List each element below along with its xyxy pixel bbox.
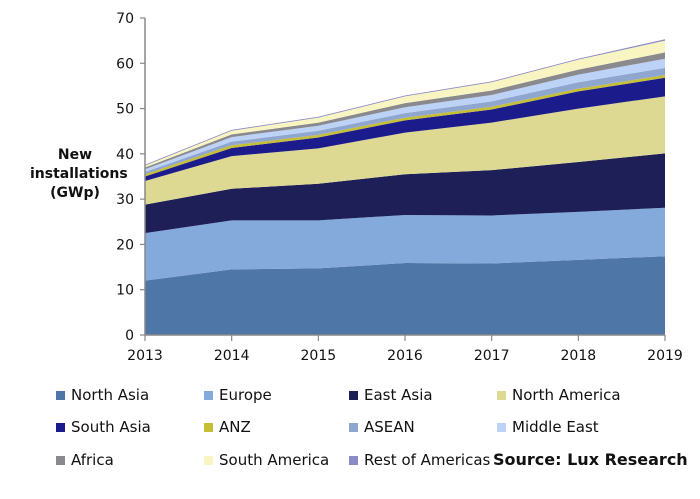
legend-item: ASEAN xyxy=(349,417,415,437)
x-tick-label: 2019 xyxy=(647,348,683,364)
legend-item: North America xyxy=(497,385,621,405)
legend-swatch xyxy=(204,455,213,465)
legend-swatch xyxy=(497,390,506,400)
legend-swatch xyxy=(204,390,213,400)
source-text: Lux Research xyxy=(561,450,688,469)
legend-label: South Asia xyxy=(71,418,151,436)
area-series-anz xyxy=(145,75,665,177)
area-series-east-asia xyxy=(145,153,665,234)
legend-label: East Asia xyxy=(364,386,433,404)
legend-label: ANZ xyxy=(219,418,251,436)
y-tick-label: 40 xyxy=(116,147,134,163)
legend-item: Middle East xyxy=(497,417,599,437)
legend-swatch xyxy=(56,422,65,432)
y-tick-label: 10 xyxy=(116,283,134,299)
legend-swatch xyxy=(56,390,65,400)
y-axis-label: New installations (GWp) xyxy=(30,147,128,201)
source-label: Source: xyxy=(493,450,562,469)
y-tick-label: 60 xyxy=(116,56,134,72)
legend-label: North Asia xyxy=(71,386,150,404)
area-series-north-america xyxy=(145,96,665,205)
legend-item: ANZ xyxy=(204,417,251,437)
legend-item: Africa xyxy=(56,450,114,470)
area-series-africa xyxy=(145,52,665,170)
x-tick-label: 2016 xyxy=(387,348,423,364)
legend-label: North America xyxy=(512,386,621,404)
x-tick-label: 2018 xyxy=(561,348,597,364)
area-series-middle-east xyxy=(145,58,665,172)
legend-label: South America xyxy=(219,451,330,469)
legend-swatch xyxy=(349,455,358,465)
legend-swatch xyxy=(56,455,65,465)
y-tick-label: 50 xyxy=(116,102,134,118)
legend-label: Africa xyxy=(71,451,114,469)
y-tick-label: 0 xyxy=(125,328,134,344)
y-tick-label: 70 xyxy=(116,11,134,27)
x-tick-label: 2015 xyxy=(301,348,337,364)
legend-swatch xyxy=(349,422,358,432)
x-tick-label: 2014 xyxy=(214,348,250,364)
legend-label: Europe xyxy=(219,386,272,404)
legend-item: Europe xyxy=(204,385,272,405)
area-series-south-america xyxy=(145,40,665,168)
area-series-asean xyxy=(145,67,665,175)
legend-label: Rest of Americas xyxy=(364,451,491,469)
legend-item: East Asia xyxy=(349,385,433,405)
legend-swatch xyxy=(204,422,213,432)
y-tick-label: 30 xyxy=(116,192,134,208)
legend-label: Middle East xyxy=(512,418,599,436)
x-tick-label: 2017 xyxy=(474,348,510,364)
legend-item: North Asia xyxy=(56,385,149,405)
legend-item: South America xyxy=(204,450,329,470)
legend-swatch xyxy=(497,422,506,432)
area-series-south-asia xyxy=(145,77,665,182)
area-series-europe xyxy=(145,207,665,281)
y-tick-label: 20 xyxy=(116,237,134,253)
legend-swatch xyxy=(349,390,358,400)
legend-label: ASEAN xyxy=(364,418,415,436)
area-series-rest-of-americas xyxy=(145,39,665,166)
area-series-north-asia xyxy=(145,256,665,335)
x-tick-label: 2013 xyxy=(127,348,163,364)
stacked-area-chart: 0 10 20 30 40 50 60 70 2013 2014 2015 2016 2017 2018 2… xyxy=(116,11,683,364)
legend-item: Rest of Americas xyxy=(349,450,490,470)
legend-item: South Asia xyxy=(56,417,151,437)
source-note: Source: Lux Research xyxy=(493,450,688,469)
